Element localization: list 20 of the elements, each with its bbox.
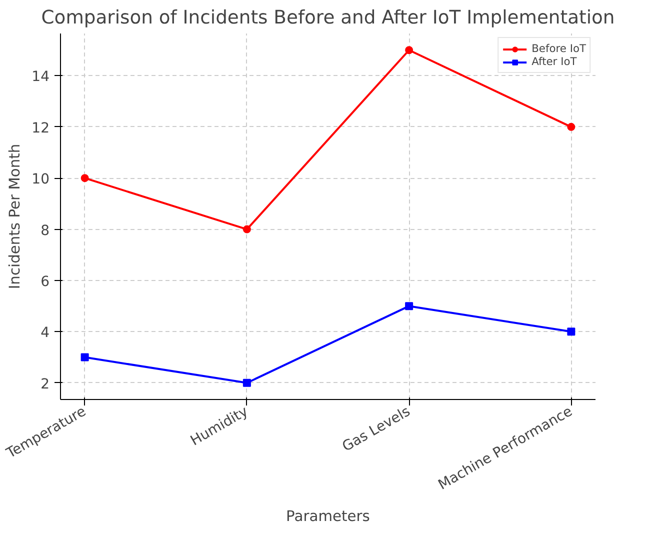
y-tick-label: 6: [40, 274, 50, 290]
point: [567, 328, 576, 336]
y-tick-label: 8: [40, 222, 50, 239]
point: [80, 174, 89, 182]
y-tick-label: 4: [40, 325, 50, 342]
y-tick-label: 10: [32, 172, 50, 188]
legend-label: After IoT: [532, 55, 577, 68]
point: [242, 378, 251, 387]
legend-label: Before IoT: [532, 42, 586, 55]
point: [405, 46, 414, 54]
point: [80, 353, 89, 362]
point: [242, 225, 251, 234]
y-tick-label: 14: [32, 69, 50, 86]
y-tick-label: 2: [40, 376, 50, 392]
y-tick-label: 12: [32, 120, 50, 136]
point: [405, 302, 414, 310]
y-axis-title: Incidents Per Month: [6, 144, 24, 290]
point: [567, 122, 576, 131]
chart-title: Comparison of Incidents Before and After IoT Implementation: [41, 8, 615, 28]
x-axis-title: Parameters: [286, 508, 370, 526]
